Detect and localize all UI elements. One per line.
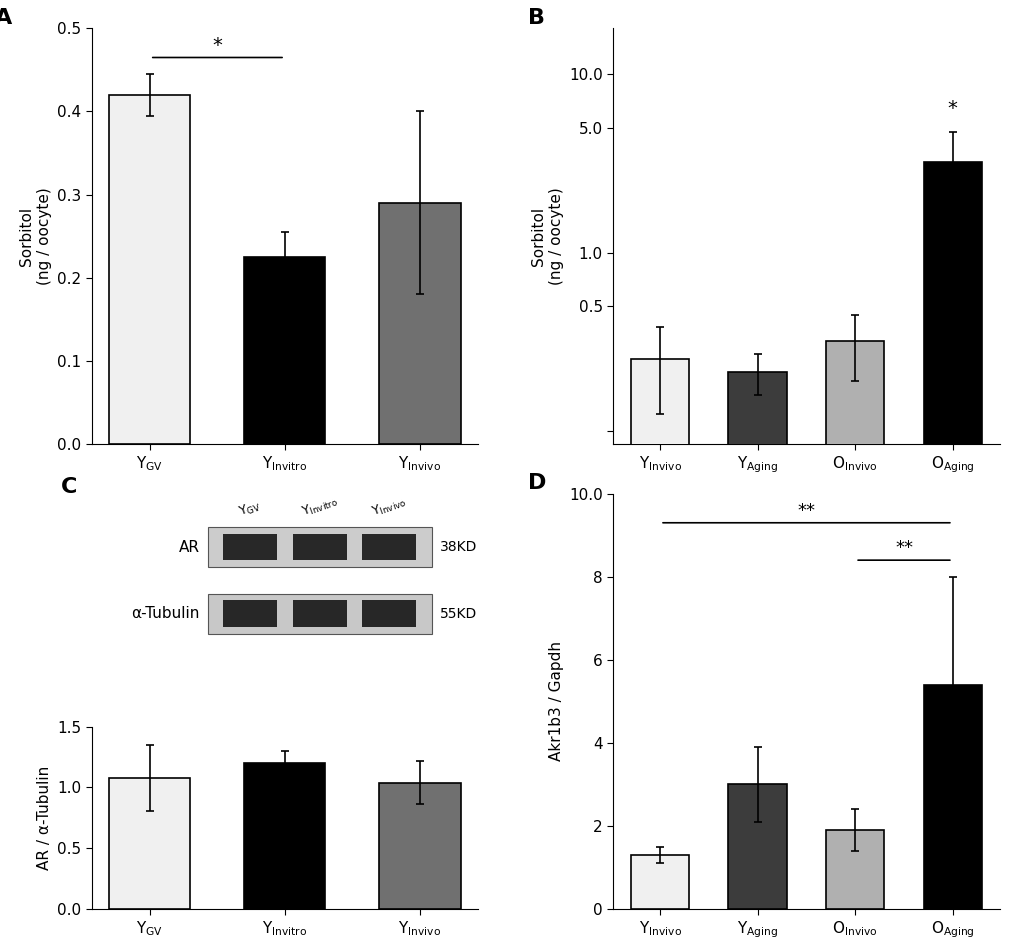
Bar <box>292 600 346 627</box>
Text: 38KD: 38KD <box>439 540 476 554</box>
Text: C: C <box>61 477 77 497</box>
Bar <box>379 203 461 444</box>
Bar <box>825 341 883 947</box>
Bar <box>109 95 191 444</box>
Bar <box>208 594 431 634</box>
Text: $\mathrm{Y}_{\mathrm{GV}}$: $\mathrm{Y}_{\mathrm{GV}}$ <box>236 498 263 520</box>
Text: **: ** <box>797 502 814 520</box>
Text: B: B <box>528 8 545 27</box>
Text: $\mathrm{Y}_{\mathrm{In vivo}}$: $\mathrm{Y}_{\mathrm{In vivo}}$ <box>370 494 409 520</box>
Text: AR: AR <box>178 540 200 555</box>
Bar <box>728 784 787 909</box>
Bar <box>245 257 325 444</box>
Bar <box>362 534 416 561</box>
Bar <box>379 782 461 909</box>
Y-axis label: Akr1b3 / Gapdh: Akr1b3 / Gapdh <box>548 641 564 761</box>
Y-axis label: AR / α-Tubulin: AR / α-Tubulin <box>37 766 52 870</box>
Bar <box>922 162 981 947</box>
Bar <box>825 831 883 909</box>
Bar <box>630 359 689 947</box>
Y-axis label: Sorbitol
(ng / oocyte): Sorbitol (ng / oocyte) <box>19 188 52 285</box>
Text: 55KD: 55KD <box>439 607 476 620</box>
Text: D: D <box>528 473 546 493</box>
Bar <box>208 527 431 567</box>
Bar <box>223 600 277 627</box>
Text: *: * <box>212 36 222 55</box>
Text: $\mathrm{Y}_{\mathrm{In vitro}}$: $\mathrm{Y}_{\mathrm{In vitro}}$ <box>300 493 339 520</box>
Text: *: * <box>947 98 957 117</box>
Bar <box>728 372 787 947</box>
Bar <box>223 534 277 561</box>
Bar <box>630 855 689 909</box>
Bar <box>922 685 981 909</box>
Text: **: ** <box>894 539 912 557</box>
Bar <box>109 777 191 909</box>
Y-axis label: Sorbitol
(ng / oocyte): Sorbitol (ng / oocyte) <box>531 188 564 285</box>
Bar <box>292 534 346 561</box>
Text: A: A <box>0 8 12 27</box>
Bar <box>362 600 416 627</box>
Bar <box>245 763 325 909</box>
Text: α-Tubulin: α-Tubulin <box>131 606 200 621</box>
